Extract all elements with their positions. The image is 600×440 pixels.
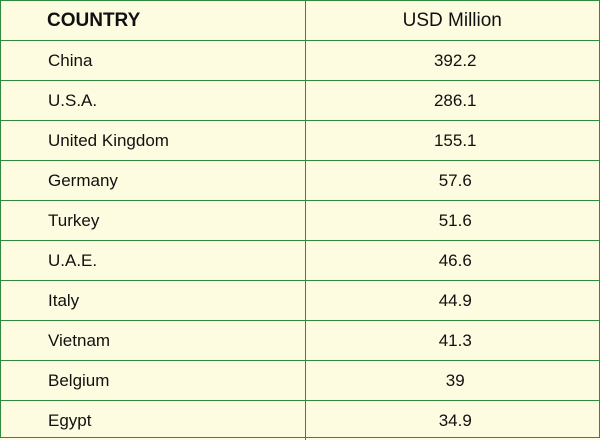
column-header-usd-million: USD Million xyxy=(305,1,599,41)
country-cell: U.S.A. xyxy=(1,81,305,121)
table-row: U.S.A. 286.1 xyxy=(1,81,599,121)
country-cell: Germany xyxy=(1,161,305,201)
value-cell: 39 xyxy=(305,361,599,401)
country-cell: Belgium xyxy=(1,361,305,401)
value-cell: 44.9 xyxy=(305,281,599,321)
value-cell: 155.1 xyxy=(305,121,599,161)
country-cell: Egypt xyxy=(1,401,305,440)
country-cell: U.A.E. xyxy=(1,241,305,281)
table-row: Germany 57.6 xyxy=(1,161,599,201)
table-header-row: COUNTRY USD Million xyxy=(1,1,599,41)
country-cell: China xyxy=(1,41,305,81)
value-cell: 392.2 xyxy=(305,41,599,81)
table-row: United Kingdom 155.1 xyxy=(1,121,599,161)
column-header-country: COUNTRY xyxy=(1,1,305,41)
value-cell: 286.1 xyxy=(305,81,599,121)
table-row: Egypt 34.9 xyxy=(1,401,599,440)
country-cell: Turkey xyxy=(1,201,305,241)
value-cell: 57.6 xyxy=(305,161,599,201)
value-cell: 46.6 xyxy=(305,241,599,281)
table-row: Turkey 51.6 xyxy=(1,201,599,241)
table-row: U.A.E. 46.6 xyxy=(1,241,599,281)
value-cell: 41.3 xyxy=(305,321,599,361)
country-cell: Vietnam xyxy=(1,321,305,361)
country-cell: Italy xyxy=(1,281,305,321)
table-row: Italy 44.9 xyxy=(1,281,599,321)
country-cell: United Kingdom xyxy=(1,121,305,161)
table-row: China 392.2 xyxy=(1,41,599,81)
table-row: Vietnam 41.3 xyxy=(1,321,599,361)
value-cell: 34.9 xyxy=(305,401,599,440)
table-row: Belgium 39 xyxy=(1,361,599,401)
value-cell: 51.6 xyxy=(305,201,599,241)
